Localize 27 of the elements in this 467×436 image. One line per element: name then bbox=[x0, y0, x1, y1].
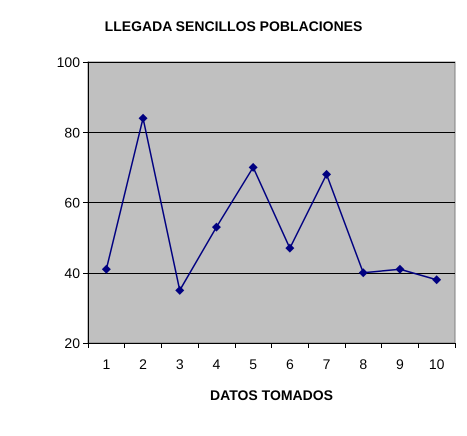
x-tick-label: 5 bbox=[249, 356, 258, 372]
y-tick-label: 80 bbox=[64, 124, 80, 140]
point bbox=[432, 275, 442, 284]
point bbox=[102, 264, 111, 274]
point bbox=[395, 264, 404, 274]
point bbox=[285, 244, 294, 253]
y-tick-label: 40 bbox=[64, 264, 80, 281]
point bbox=[212, 222, 221, 232]
x-tick-label: 9 bbox=[396, 356, 404, 372]
chart-title: LLEGADA SENCILLOS POBLACIONES bbox=[104, 18, 362, 34]
point bbox=[358, 268, 368, 278]
x-tick-label: 4 bbox=[212, 356, 221, 372]
point bbox=[322, 170, 332, 179]
y-tick-label: 20 bbox=[64, 335, 80, 351]
y-tick-label: 60 bbox=[64, 194, 80, 210]
x-tick-label: 7 bbox=[322, 356, 331, 372]
point bbox=[248, 162, 258, 172]
x-tick-label: 10 bbox=[428, 356, 445, 372]
point bbox=[138, 114, 148, 123]
y-tick-label: 100 bbox=[56, 54, 80, 70]
x-tick-label: 2 bbox=[139, 356, 148, 372]
x-tick-label: 8 bbox=[359, 356, 368, 372]
point bbox=[175, 286, 184, 295]
x-tick-label: 3 bbox=[176, 356, 184, 372]
x-tick-label: 6 bbox=[286, 356, 294, 372]
x-tick-label: 1 bbox=[102, 356, 110, 372]
x-axis-title: DATOS TOMADOS bbox=[210, 387, 333, 403]
